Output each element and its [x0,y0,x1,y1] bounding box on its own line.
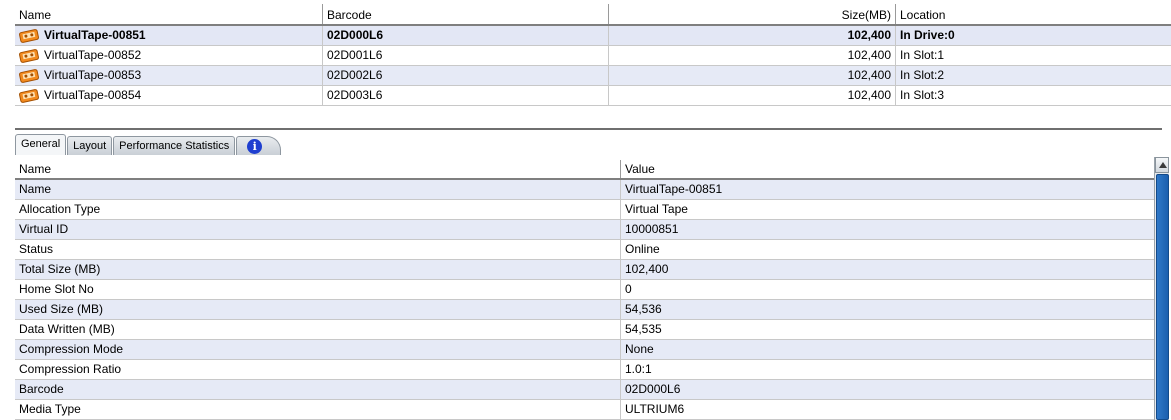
column-header-name[interactable]: Name [15,4,323,24]
tape-barcode: 02D003L6 [323,86,609,105]
info-icon: i [247,138,263,154]
tape-name-cell: VirtualTape-00853 [15,66,323,85]
column-header-barcode[interactable]: Barcode [323,4,609,24]
tape-barcode: 02D002L6 [323,66,609,85]
property-value: 1.0:1 [625,362,652,376]
tape-location: In Drive:0 [900,28,955,42]
pane-splitter[interactable] [15,128,1162,130]
tape-size: 102,400 [609,86,896,105]
tape-name: VirtualTape-00853 [44,68,142,82]
property-value: 54,536 [625,302,662,316]
table-row[interactable]: VirtualTape-00851 02D000L6 102,400 In Dr… [15,26,1171,46]
property-name: Virtual ID [15,220,621,239]
tape-name-cell: VirtualTape-00852 [15,46,323,65]
properties-table-header: Name Value [15,160,1154,180]
scroll-up-icon[interactable] [1155,157,1169,173]
property-value: None [625,342,654,356]
tape-barcode: 02D000L6 [323,26,609,45]
tab-info[interactable]: i [236,136,282,155]
table-row[interactable]: VirtualTape-00853 02D002L6 102,400 In Sl… [15,66,1171,86]
table-row[interactable]: Status Online [15,240,1154,260]
property-value: VirtualTape-00851 [625,182,723,196]
tape-name: VirtualTape-00854 [44,88,142,102]
property-name: Status [15,240,621,259]
tab-general[interactable]: General [15,134,67,155]
property-value: 54,535 [625,322,662,336]
property-name: Allocation Type [15,200,621,219]
tape-location: In Slot:1 [900,48,945,62]
tape-table-header: Name Barcode Size(MB) Location [15,4,1171,26]
tape-size: 102,400 [609,66,896,85]
tape-name-cell: VirtualTape-00854 [15,86,323,105]
property-value: ULTRIUM6 [625,402,685,416]
tab-performance-statistics[interactable]: Performance Statistics [113,136,236,155]
table-row[interactable]: VirtualTape-00852 02D001L6 102,400 In Sl… [15,46,1171,66]
column-header-property-value[interactable]: Value [625,162,655,176]
details-tabs: General Layout Performance Statistics i [15,134,282,155]
table-row[interactable]: Allocation Type Virtual Tape [15,200,1154,220]
table-row[interactable]: Data Written (MB) 54,535 [15,320,1154,340]
property-name: Media Type [15,400,621,419]
tape-location: In Slot:2 [900,68,945,82]
tape-name-cell: VirtualTape-00851 [15,26,323,45]
property-value: Virtual Tape [625,202,688,216]
tape-size: 102,400 [609,26,896,45]
column-header-property-name[interactable]: Name [15,160,621,178]
property-value: 0 [625,282,632,296]
tape-icon [19,88,39,103]
table-row[interactable]: Used Size (MB) 54,536 [15,300,1154,320]
table-row[interactable]: Home Slot No 0 [15,280,1154,300]
property-name: Compression Mode [15,340,621,359]
tape-barcode: 02D001L6 [323,46,609,65]
properties-scrollbar[interactable] [1154,157,1169,420]
table-row[interactable]: Media Type ULTRIUM6 [15,400,1154,420]
table-row[interactable]: Total Size (MB) 102,400 [15,260,1154,280]
tape-location: In Slot:3 [900,88,945,102]
property-name: Total Size (MB) [15,260,621,279]
column-header-location[interactable]: Location [900,8,946,22]
table-row[interactable]: Name VirtualTape-00851 [15,180,1154,200]
tape-icon [19,28,39,43]
property-value: Online [625,242,660,256]
table-row[interactable]: Barcode 02D000L6 [15,380,1154,400]
column-header-size[interactable]: Size(MB) [609,4,896,24]
property-value: 10000851 [625,222,679,236]
property-name: Compression Ratio [15,360,621,379]
scrollbar-thumb[interactable] [1156,174,1169,420]
property-name: Barcode [15,380,621,399]
properties-table: Name Value Name VirtualTape-00851 Alloca… [15,160,1154,420]
table-row[interactable]: VirtualTape-00854 02D003L6 102,400 In Sl… [15,86,1171,106]
property-name: Home Slot No [15,280,621,299]
property-value: 102,400 [625,262,669,276]
property-name: Used Size (MB) [15,300,621,319]
virtual-tape-table: Name Barcode Size(MB) Location VirtualTa… [15,4,1171,106]
table-row[interactable]: Virtual ID 10000851 [15,220,1154,240]
tape-name: VirtualTape-00851 [44,28,146,42]
table-row[interactable]: Compression Mode None [15,340,1154,360]
property-name: Data Written (MB) [15,320,621,339]
tape-icon [19,48,39,63]
tape-size: 102,400 [609,46,896,65]
property-name: Name [15,180,621,199]
tab-layout[interactable]: Layout [67,136,113,155]
tape-icon [19,68,39,83]
property-value: 02D000L6 [625,382,681,396]
tape-name: VirtualTape-00852 [44,48,142,62]
table-row[interactable]: Compression Ratio 1.0:1 [15,360,1154,380]
